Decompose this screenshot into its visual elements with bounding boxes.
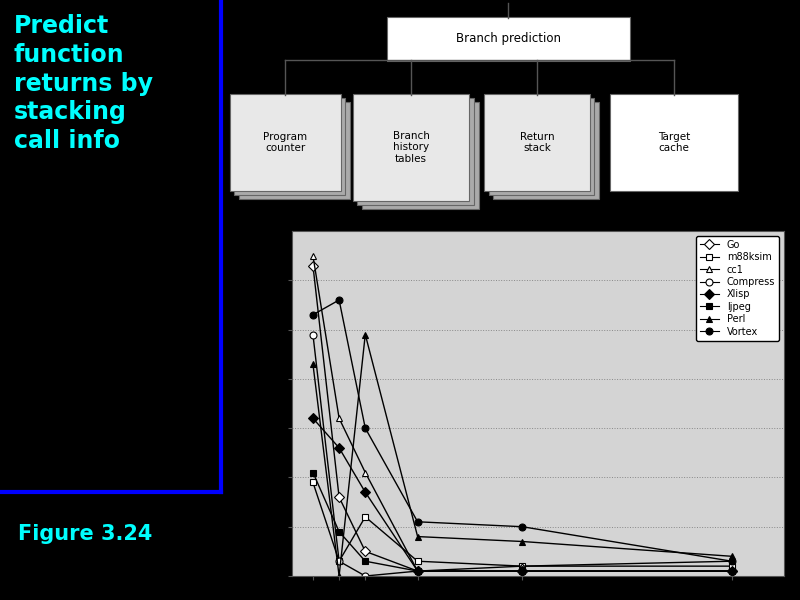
FancyBboxPatch shape — [387, 16, 630, 61]
FancyBboxPatch shape — [230, 94, 341, 191]
FancyBboxPatch shape — [362, 102, 478, 209]
FancyBboxPatch shape — [358, 98, 474, 205]
Text: Program
counter: Program counter — [263, 131, 307, 153]
Text: Branch
history
tables: Branch history tables — [393, 131, 430, 164]
Text: Predict
function
returns by
stacking
call info: Predict function returns by stacking cal… — [14, 14, 153, 153]
FancyBboxPatch shape — [494, 102, 598, 199]
Y-axis label: Misprediction frequency: Misprediction frequency — [245, 341, 254, 466]
FancyBboxPatch shape — [484, 94, 590, 191]
FancyBboxPatch shape — [234, 98, 346, 195]
FancyBboxPatch shape — [610, 94, 738, 191]
Text: Figure 3.24: Figure 3.24 — [18, 524, 153, 544]
Text: Branch prediction: Branch prediction — [456, 32, 561, 45]
Text: Return
stack: Return stack — [519, 131, 554, 153]
Text: Target
cache: Target cache — [658, 131, 690, 153]
FancyBboxPatch shape — [489, 98, 594, 195]
FancyBboxPatch shape — [353, 94, 470, 201]
Legend: Go, m88ksim, cc1, Compress, Xlisp, ljpeg, Perl, Vortex: Go, m88ksim, cc1, Compress, Xlisp, ljpeg… — [696, 236, 779, 341]
FancyBboxPatch shape — [239, 102, 350, 199]
